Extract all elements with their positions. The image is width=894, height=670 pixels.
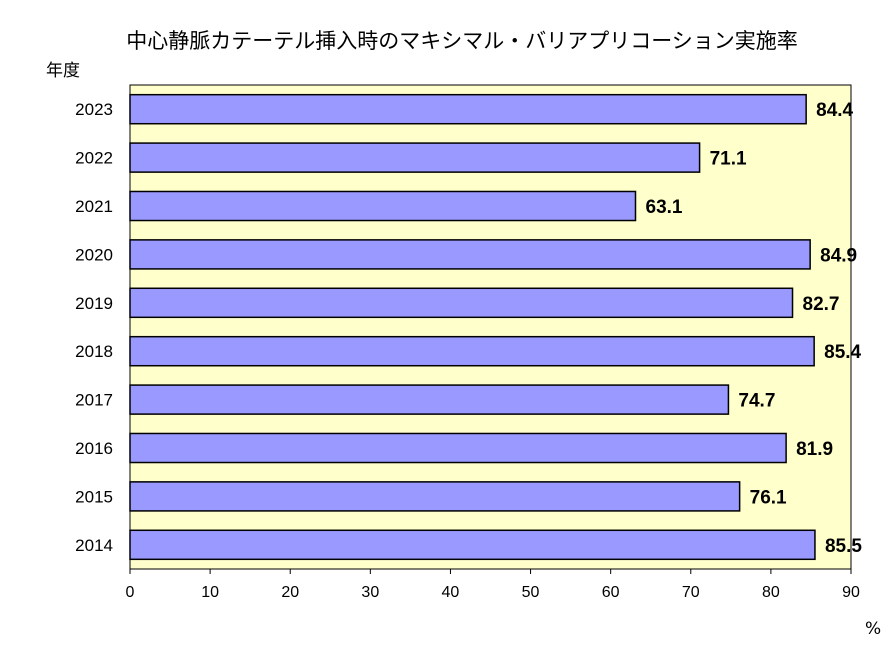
x-tick-label-90: 90 — [842, 584, 860, 601]
x-tick-label-70: 70 — [682, 584, 700, 601]
bar-2021 — [129, 190, 637, 222]
bar-2023 — [129, 93, 807, 125]
data-label-2023: 84.4 — [816, 100, 853, 121]
category-label-2017: 2017 — [75, 391, 113, 410]
bars-group — [129, 93, 816, 561]
bar-2022 — [129, 142, 701, 173]
category-labels: 2023 2022 2021 2020 2019 2018 2017 2016 2015 2014 — [75, 100, 113, 555]
bar-2017 — [129, 384, 730, 415]
data-label-2018: 85.4 — [824, 342, 861, 363]
bar-2016 — [129, 432, 787, 464]
data-label-2017: 74.7 — [738, 391, 775, 412]
bar-2018 — [129, 335, 815, 367]
data-label-2021: 63.1 — [646, 197, 683, 218]
category-label-2014: 2014 — [75, 536, 113, 555]
bar-2019 — [129, 287, 794, 319]
data-label-2022: 71.1 — [710, 149, 747, 170]
data-label-2014: 85.5 — [825, 536, 862, 557]
x-tick-label-80: 80 — [762, 584, 780, 601]
x-tick-label-50: 50 — [522, 584, 540, 601]
bar-2014 — [129, 529, 816, 561]
category-label-2023: 2023 — [75, 100, 113, 119]
data-label-2020: 84.9 — [820, 245, 857, 266]
data-label-2016: 81.9 — [796, 439, 833, 460]
x-tick-label-40: 40 — [442, 584, 460, 601]
category-label-2019: 2019 — [75, 294, 113, 313]
category-label-2022: 2022 — [75, 149, 113, 168]
category-label-2018: 2018 — [75, 342, 113, 361]
x-tick-label-0: 0 — [126, 584, 135, 601]
bar-2020 — [129, 239, 811, 270]
category-label-2015: 2015 — [75, 487, 113, 506]
data-labels: 84.4 71.1 63.1 84.9 82.7 85.4 74.7 81.9 76.1 85.5 — [646, 100, 863, 557]
x-tick-label-30: 30 — [361, 584, 379, 601]
category-label-2016: 2016 — [75, 439, 113, 458]
x-axis-ticks: 0 10 20 30 40 50 60 70 80 90 — [126, 569, 860, 601]
category-label-2020: 2020 — [75, 245, 113, 264]
y-axis-title: 年度 — [46, 61, 80, 81]
chart-title: 中心静脈カテーテル挿入時のマキシマル・バリアプリコーション実施率 — [126, 29, 798, 53]
data-label-2019: 82.7 — [803, 294, 840, 315]
x-tick-label-10: 10 — [201, 584, 219, 601]
x-tick-label-20: 20 — [281, 584, 299, 601]
x-tick-label-60: 60 — [602, 584, 620, 601]
category-label-2021: 2021 — [75, 197, 113, 216]
data-label-2015: 76.1 — [750, 487, 787, 508]
x-axis-unit: % — [865, 619, 881, 639]
bar-2015 — [129, 481, 741, 512]
